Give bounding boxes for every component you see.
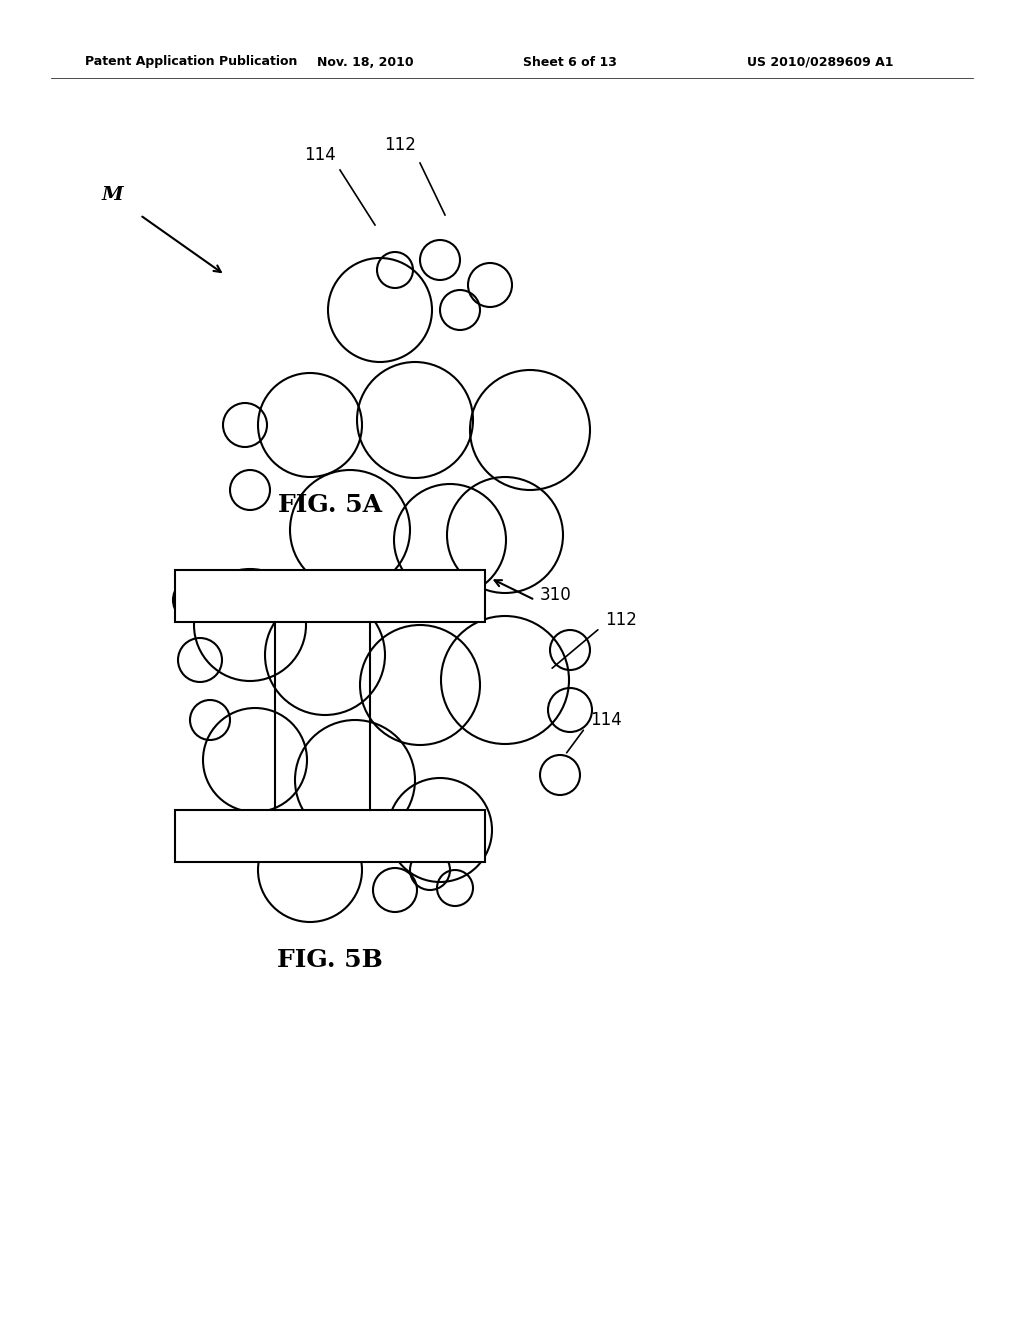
Text: FIG. 5A: FIG. 5A	[278, 492, 382, 517]
Text: 310: 310	[540, 586, 571, 605]
Text: 112: 112	[605, 611, 637, 630]
Text: 114: 114	[304, 147, 336, 164]
Text: FIG. 5B: FIG. 5B	[278, 948, 383, 972]
Text: M: M	[101, 186, 123, 205]
Bar	[175, 570, 485, 622]
Text: 112: 112	[384, 136, 416, 154]
Text: Patent Application Publication: Patent Application Publication	[85, 55, 297, 69]
Text: 114: 114	[590, 711, 622, 729]
Text: Sheet 6 of 13: Sheet 6 of 13	[523, 55, 616, 69]
Text: US 2010/0289609 A1: US 2010/0289609 A1	[746, 55, 893, 69]
Text: Nov. 18, 2010: Nov. 18, 2010	[316, 55, 414, 69]
Bar	[175, 810, 485, 862]
